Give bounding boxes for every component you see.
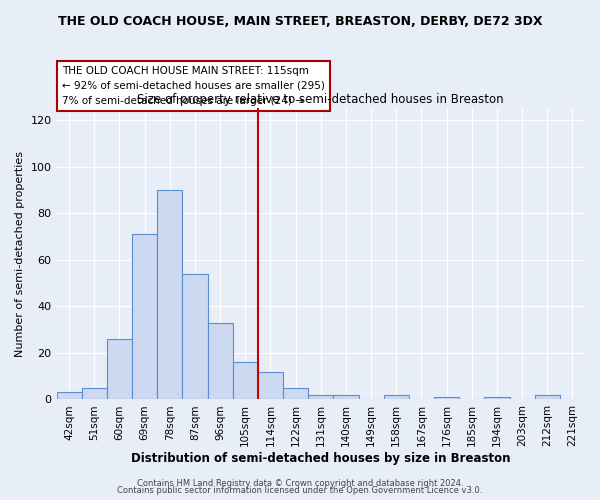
Bar xyxy=(383,395,409,400)
Bar xyxy=(308,395,334,400)
Bar xyxy=(258,372,283,400)
Bar xyxy=(283,388,308,400)
Bar xyxy=(182,274,208,400)
Bar xyxy=(208,322,233,400)
Text: Contains public sector information licensed under the Open Government Licence v3: Contains public sector information licen… xyxy=(118,486,482,495)
Title: Size of property relative to semi-detached houses in Breaston: Size of property relative to semi-detach… xyxy=(137,93,504,106)
Bar xyxy=(56,392,82,400)
Text: Contains HM Land Registry data © Crown copyright and database right 2024.: Contains HM Land Registry data © Crown c… xyxy=(137,478,463,488)
Bar xyxy=(107,339,132,400)
X-axis label: Distribution of semi-detached houses by size in Breaston: Distribution of semi-detached houses by … xyxy=(131,452,511,465)
Bar xyxy=(82,388,107,400)
Bar xyxy=(157,190,182,400)
Bar xyxy=(233,362,258,400)
Bar xyxy=(334,395,359,400)
Bar xyxy=(132,234,157,400)
Bar xyxy=(535,395,560,400)
Y-axis label: Number of semi-detached properties: Number of semi-detached properties xyxy=(15,151,25,357)
Text: THE OLD COACH HOUSE MAIN STREET: 115sqm
← 92% of semi-detached houses are smalle: THE OLD COACH HOUSE MAIN STREET: 115sqm … xyxy=(62,66,325,106)
Bar xyxy=(484,397,509,400)
Bar xyxy=(434,397,459,400)
Text: THE OLD COACH HOUSE, MAIN STREET, BREASTON, DERBY, DE72 3DX: THE OLD COACH HOUSE, MAIN STREET, BREAST… xyxy=(58,15,542,28)
